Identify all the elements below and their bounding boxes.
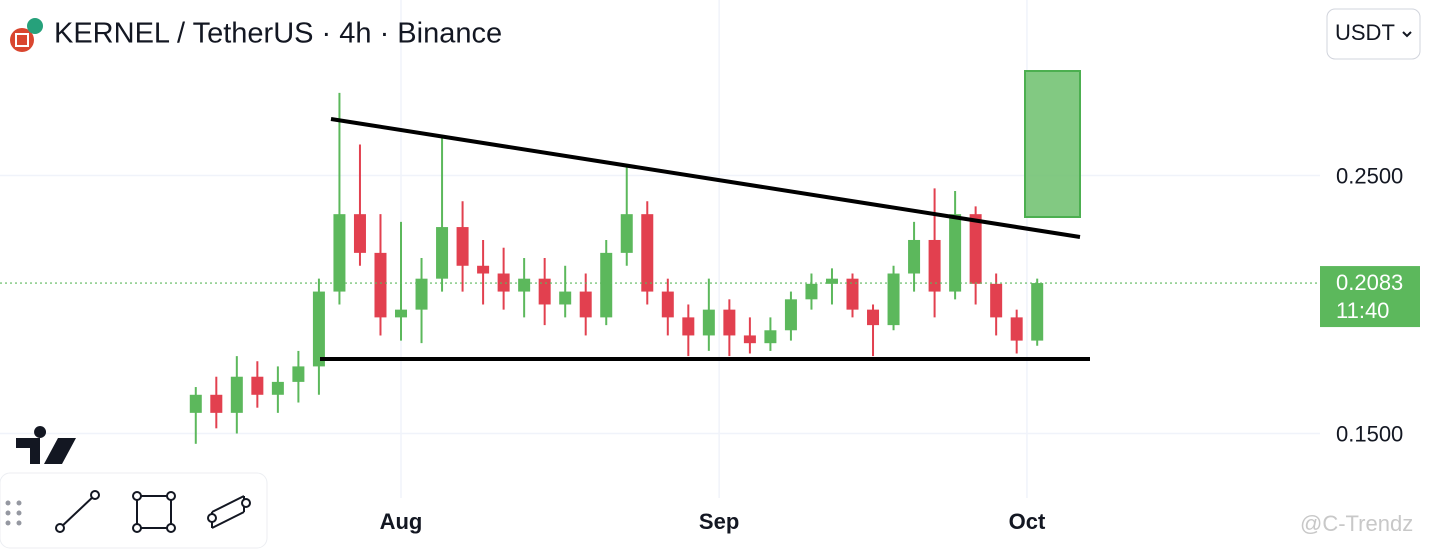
candle-body <box>210 394 223 413</box>
dropdown-arrow <box>1402 31 1412 38</box>
candle-body <box>230 376 243 413</box>
candle-body <box>990 283 1003 318</box>
candle-body <box>189 394 202 413</box>
x-tick-label: Sep <box>699 509 739 534</box>
toolbar-icons[interactable] <box>55 490 251 533</box>
x-tick-label: Oct <box>1009 509 1046 534</box>
trend-line <box>330 117 1081 239</box>
currency-label: USDT <box>1335 20 1395 45</box>
candle-body <box>784 299 797 331</box>
candle-body <box>353 214 366 253</box>
candle-body <box>333 214 346 292</box>
candle-body <box>271 381 284 395</box>
candle-body <box>436 227 449 279</box>
candle-body <box>949 214 962 292</box>
candle-body <box>579 291 592 318</box>
candle-body <box>456 227 469 266</box>
candle-body <box>825 278 838 284</box>
countdown-label: 11:40 <box>1336 298 1389 323</box>
candle-body <box>641 214 654 292</box>
candle-body <box>661 291 674 318</box>
candle-body <box>477 265 490 274</box>
candle-body <box>374 252 387 318</box>
candle-body <box>846 278 859 310</box>
candle-body <box>559 291 572 305</box>
candles <box>189 92 1044 444</box>
candle-body <box>928 239 941 292</box>
candle-body <box>908 239 921 274</box>
candle-body <box>764 330 777 344</box>
candle-body <box>415 278 428 310</box>
last-price-label: 0.2083 <box>1336 270 1403 295</box>
candle-body <box>1010 317 1023 341</box>
candle-body <box>887 273 900 326</box>
chart-title: KERNEL / TetherUS · 4h · Binance <box>54 18 502 50</box>
currency-button[interactable] <box>1326 8 1421 60</box>
x-tick-label: Aug <box>380 509 423 534</box>
candle-body <box>702 309 715 336</box>
drawing-toolbar <box>0 472 268 549</box>
candle-body <box>805 283 818 300</box>
candle-body <box>292 366 305 382</box>
candle-body <box>600 252 613 318</box>
target-box <box>1024 70 1081 218</box>
last-price-box <box>1320 266 1420 328</box>
candle-body <box>723 309 736 336</box>
candle-body <box>395 309 408 318</box>
toolbar-handle <box>5 500 22 526</box>
grid <box>0 0 1320 498</box>
candle-body <box>518 278 531 292</box>
candle-body <box>620 214 633 253</box>
candle-body <box>743 335 756 344</box>
y-tick-label: 0.2500 <box>1336 163 1403 188</box>
coin-icon-mark <box>15 33 29 47</box>
tether-icon <box>27 18 43 34</box>
tv-logo <box>16 426 76 464</box>
candle-body <box>312 291 325 367</box>
candle-body <box>969 214 982 284</box>
candle-body <box>1031 283 1044 341</box>
candle-body <box>682 317 695 336</box>
candle-body <box>497 273 510 292</box>
candle-body <box>538 278 551 305</box>
overlay: 0.1500 0.2500 Aug Sep Oct 0.2083 11:40 <box>0 163 1420 534</box>
watermark: @C-Trendz <box>1300 511 1413 536</box>
candle-body <box>251 376 264 395</box>
candle-body <box>867 309 880 326</box>
y-tick-label: 0.1500 <box>1336 421 1403 446</box>
